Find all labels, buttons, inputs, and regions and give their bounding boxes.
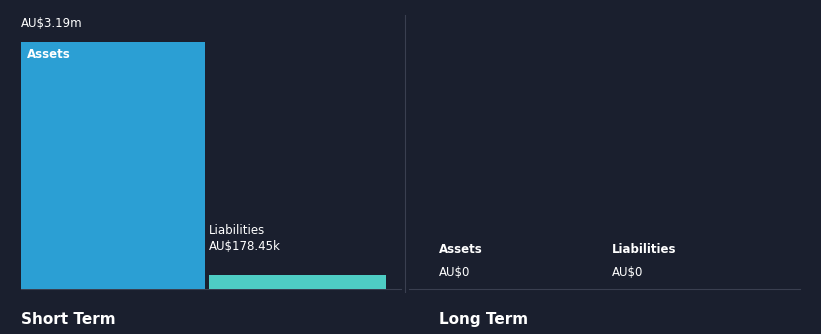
Text: Assets: Assets <box>439 242 483 256</box>
Bar <box>21 42 205 289</box>
Text: Short Term: Short Term <box>21 312 115 327</box>
Text: Liabilities: Liabilities <box>209 224 266 237</box>
Text: AU$0: AU$0 <box>612 266 643 279</box>
Text: AU$0: AU$0 <box>439 266 470 279</box>
Text: AU$178.45k: AU$178.45k <box>209 240 282 254</box>
Text: Long Term: Long Term <box>439 312 529 327</box>
Text: Assets: Assets <box>27 48 71 61</box>
Text: Liabilities: Liabilities <box>612 242 677 256</box>
Bar <box>209 275 386 289</box>
Text: AU$3.19m: AU$3.19m <box>21 17 82 30</box>
